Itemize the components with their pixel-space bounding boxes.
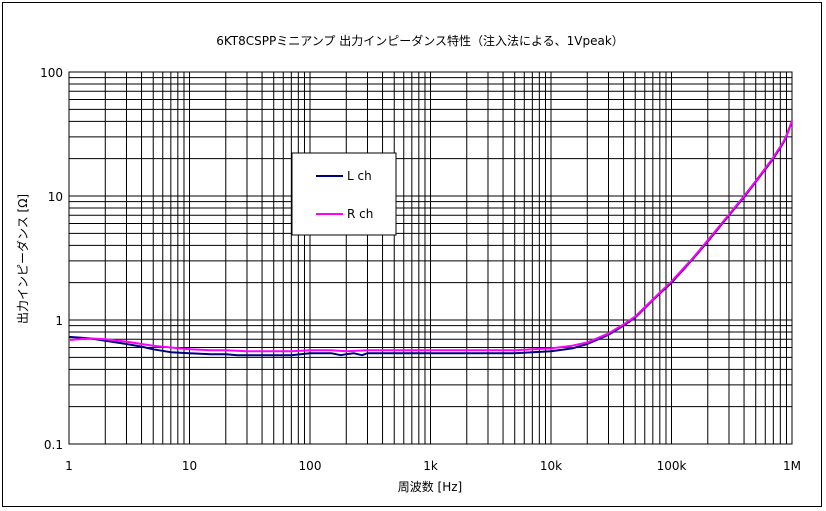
y-tick-label: 10	[48, 190, 63, 204]
y-axis-label: 出力インピーダンス [Ω]	[15, 194, 30, 324]
y-tick-label: 1	[55, 314, 63, 328]
series-line-r-ch	[68, 120, 793, 353]
x-tick-label: 1	[65, 459, 73, 473]
y-tick-label: 100	[40, 66, 63, 80]
impedance-chart: 6KT8CSPPミニアンプ 出力インピーダンス特性（注入法による、1Vpeak）…	[15, 33, 801, 494]
legend-label-l-ch: L ch	[347, 169, 372, 183]
x-axis-label: 周波数 [Hz]	[398, 479, 463, 494]
legend: L ch R ch	[291, 152, 397, 236]
x-tick-label: 1M	[783, 459, 801, 473]
x-tick-label: 10	[182, 459, 197, 473]
x-tick-label: 100k	[657, 459, 687, 473]
x-tick-label: 1k	[423, 459, 438, 473]
legend-label-r-ch: R ch	[347, 207, 373, 221]
chart-title: 6KT8CSPPミニアンプ 出力インピーダンス特性（注入法による、1Vpeak）	[216, 33, 624, 48]
legend-box	[291, 152, 397, 236]
x-tick-label: 10k	[540, 459, 562, 473]
x-tick-label: 100	[299, 459, 322, 473]
plot-border	[68, 71, 793, 445]
y-tick-label: 0.1	[44, 438, 63, 452]
